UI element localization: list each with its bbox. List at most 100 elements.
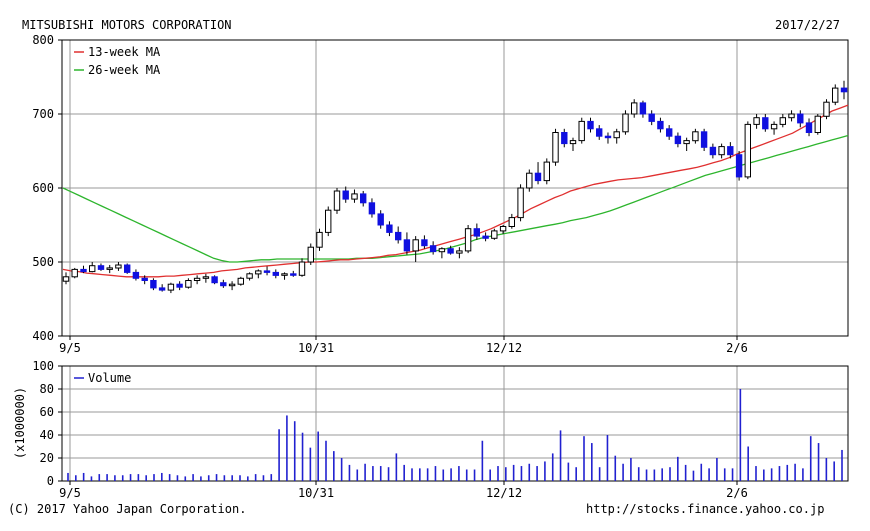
candle (832, 87, 839, 103)
candle (80, 268, 87, 273)
candle (727, 146, 734, 156)
candle (368, 202, 376, 215)
candle (797, 113, 804, 124)
volume-ytick-label: 60 (40, 405, 54, 419)
candle (456, 250, 463, 254)
candle (106, 267, 113, 270)
candle (438, 248, 446, 253)
candle (517, 187, 524, 219)
candle (412, 239, 419, 252)
ma26-line (62, 134, 849, 263)
candle (237, 277, 245, 285)
candle (709, 146, 717, 156)
candle (491, 230, 498, 239)
candle (482, 235, 489, 239)
price-ytick-label: 800 (32, 33, 54, 47)
candle (639, 102, 647, 115)
candle (805, 122, 813, 134)
legend-ma13-label: 13-week MA (88, 45, 161, 59)
candle (534, 172, 542, 182)
price-xtick-label: 2/6 (726, 341, 748, 355)
candle (604, 135, 612, 139)
candle (307, 246, 315, 263)
candle (700, 131, 708, 148)
candle (220, 282, 227, 287)
candle (648, 113, 655, 122)
volume-ytick-label: 100 (32, 359, 54, 373)
candle (552, 132, 559, 163)
price-xtick-label: 9/5 (59, 341, 81, 355)
candle (97, 265, 105, 270)
volume-ytick-label: 40 (40, 428, 54, 442)
volume-xtick-label: 12/12 (486, 486, 522, 500)
legend-volume-label: Volume (88, 371, 131, 385)
candle (150, 280, 157, 289)
candle (526, 172, 533, 189)
candle (395, 231, 402, 241)
candle (62, 276, 70, 282)
volume-frame (61, 365, 849, 482)
price-ytick-label: 600 (32, 181, 54, 195)
price-ytick-label: 500 (32, 255, 54, 269)
volume-axis-label: (x1000000) (13, 387, 27, 459)
candle (499, 226, 507, 232)
candle (631, 102, 638, 115)
ma13-line (62, 104, 849, 278)
candle (814, 115, 821, 133)
price-xtick-label: 12/12 (486, 341, 522, 355)
candle (674, 135, 682, 145)
volume-xtick-label: 9/5 (59, 486, 81, 500)
candle (176, 283, 183, 288)
candle (141, 277, 148, 281)
candle (132, 271, 140, 279)
company-title: MITSUBISHI MOTORS CORPORATION (22, 18, 232, 32)
volume-xtick-label: 10/31 (298, 486, 334, 500)
candle (202, 276, 210, 279)
price-panel: 400 500 600 700 800 9/5 10/31 12/12 2/6 13-week M… (32, 33, 849, 355)
candle (718, 146, 725, 156)
candle (263, 270, 271, 273)
volume-xtick-label: 2/6 (726, 486, 748, 500)
volume-ytick-label: 0 (47, 474, 54, 488)
candle (657, 120, 664, 130)
candle (290, 273, 297, 276)
candle (779, 117, 786, 125)
chart-date: 2017/2/27 (775, 18, 841, 32)
candle (316, 231, 323, 248)
candle (569, 140, 577, 145)
candle (342, 190, 349, 200)
candle (823, 101, 830, 117)
candle (735, 154, 743, 178)
price-frame (61, 39, 849, 337)
candle (115, 264, 122, 269)
candle (158, 287, 166, 291)
candle (543, 161, 550, 182)
candle (421, 239, 428, 247)
candle (124, 264, 131, 273)
candle (508, 217, 516, 228)
candle (683, 140, 690, 145)
candle (360, 193, 367, 204)
candle (193, 277, 201, 281)
candle (561, 132, 568, 145)
candle (770, 123, 778, 130)
candle (587, 120, 594, 130)
source-url[interactable]: http://stocks.finance.yahoo.co.jp (586, 502, 825, 516)
candle (89, 265, 96, 273)
candle (447, 248, 454, 254)
candle (753, 117, 760, 125)
candle (351, 193, 358, 200)
candle (185, 280, 192, 288)
candle (228, 283, 236, 287)
candle (403, 239, 411, 252)
candle (840, 87, 848, 93)
price-ytick-label: 700 (32, 107, 54, 121)
candle (167, 283, 175, 291)
legend-ma26-label: 26-week MA (88, 63, 161, 77)
volume-panel: 0 20 40 60 80 100 9/5 10/31 12/12 2/6 Volume (x1000… (13, 359, 849, 500)
candle (613, 131, 620, 139)
candle (666, 128, 673, 137)
candle (333, 190, 341, 211)
candle (788, 113, 795, 119)
candle (429, 245, 437, 253)
